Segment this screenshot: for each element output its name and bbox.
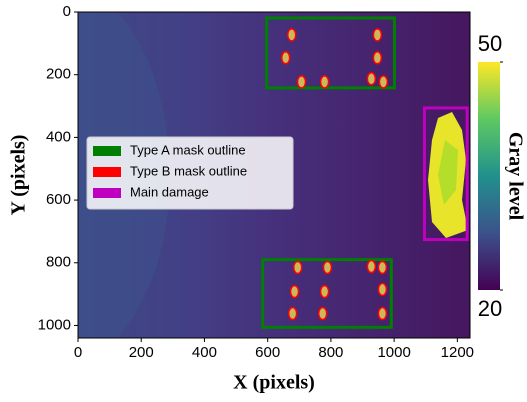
mask-point: [366, 72, 377, 86]
y-axis-label: Y (pixels): [8, 135, 30, 216]
mask-box: [265, 16, 396, 90]
y-tick-label: 600: [46, 191, 71, 208]
mask-point: [317, 306, 328, 321]
y-tick-label: 0: [63, 3, 71, 20]
y-tick-label: 800: [46, 254, 71, 271]
legend-label: Main damage: [130, 184, 209, 199]
mask-point: [319, 284, 330, 299]
y-tick-label: 200: [46, 66, 71, 83]
overlays: [261, 16, 469, 329]
mask-point: [377, 282, 388, 297]
mask-point: [372, 28, 383, 42]
x-axis-label: X (pixels): [233, 372, 315, 394]
x-tick-label: 400: [192, 344, 217, 361]
mask-point: [377, 260, 388, 275]
mask-point: [378, 75, 389, 89]
colorbar-tick-label: 20: [478, 296, 502, 321]
mask-box: [261, 258, 393, 329]
colorbar: [478, 62, 500, 290]
mask-point: [280, 51, 291, 65]
mask-point: [287, 306, 298, 321]
colorbar-label: Gray level: [504, 132, 526, 221]
legend-frame: [86, 136, 294, 210]
mask-point: [322, 260, 333, 275]
mask-point: [372, 51, 383, 65]
mask-point: [319, 75, 330, 89]
legend: Type A mask outline Type B mask outline Ma…: [86, 136, 294, 210]
mask-point: [286, 28, 297, 42]
mask-box: [422, 106, 469, 242]
x-tick-label: 600: [255, 344, 280, 361]
legend-label: Type A mask outline: [130, 142, 246, 157]
x-tick-label: 800: [318, 344, 343, 361]
mask-point: [366, 259, 377, 274]
y-tick-label: 1000: [38, 316, 71, 333]
mask-point: [292, 260, 303, 275]
plot-frame: [77, 11, 471, 339]
legend-swatch: [93, 146, 121, 156]
mask-point: [377, 306, 388, 321]
mask-point: [289, 284, 300, 299]
x-tick-label: 200: [129, 344, 154, 361]
y-tick-label: 400: [46, 128, 71, 145]
legend-swatch: [93, 188, 121, 198]
x-tick-label: 1000: [377, 344, 410, 361]
mask-point: [296, 75, 307, 89]
colorbar-tick-label: 50: [478, 31, 502, 56]
x-tick-label: 1200: [441, 344, 474, 361]
legend-swatch: [93, 167, 121, 177]
legend-label: Type B mask outline: [130, 163, 247, 178]
x-tick-label: 0: [74, 344, 82, 361]
